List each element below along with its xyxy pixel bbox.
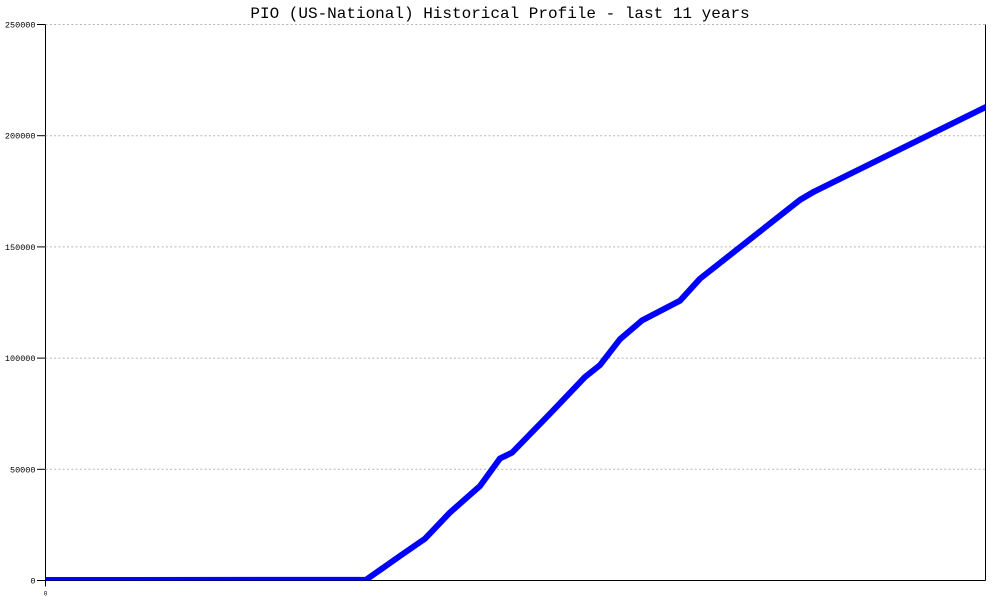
svg-text:0: 0 [30,577,35,587]
svg-text:100000: 100000 [5,354,36,364]
svg-text:0: 0 [44,591,48,598]
svg-text:150000: 150000 [5,243,36,253]
svg-text:50000: 50000 [10,465,36,475]
svg-text:200000: 200000 [5,132,36,142]
